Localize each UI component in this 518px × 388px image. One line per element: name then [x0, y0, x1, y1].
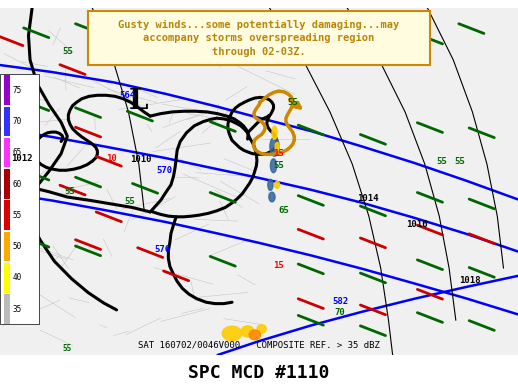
Text: 55: 55: [62, 47, 73, 55]
Text: 582: 582: [333, 297, 349, 306]
Text: SPC MCD #1110: SPC MCD #1110: [189, 364, 329, 382]
Text: 564: 564: [119, 91, 135, 100]
Ellipse shape: [270, 159, 277, 173]
Text: 576: 576: [154, 245, 170, 254]
Ellipse shape: [222, 326, 242, 341]
Bar: [4, 263, 10, 293]
Text: 1010: 1010: [130, 155, 152, 165]
Bar: [4, 169, 10, 199]
Text: 1012: 1012: [11, 154, 33, 163]
Ellipse shape: [257, 325, 266, 333]
Text: 10: 10: [106, 154, 117, 163]
Text: 65: 65: [13, 148, 22, 157]
Text: 70: 70: [13, 117, 22, 126]
Ellipse shape: [270, 137, 279, 156]
Text: L: L: [129, 88, 149, 115]
Ellipse shape: [268, 179, 273, 191]
Ellipse shape: [249, 330, 261, 340]
Text: 15: 15: [274, 261, 284, 270]
FancyBboxPatch shape: [88, 11, 430, 65]
Ellipse shape: [269, 192, 275, 202]
Text: SAT 160702/0046V000   COMPOSITE REF. > 35 dBZ: SAT 160702/0046V000 COMPOSITE REF. > 35 …: [138, 341, 380, 350]
Text: 40: 40: [13, 273, 22, 282]
Ellipse shape: [275, 182, 280, 188]
Bar: [0, 74, 39, 324]
Text: 55: 55: [124, 197, 135, 206]
Bar: [4, 294, 10, 324]
Text: 55: 55: [274, 161, 284, 170]
Text: 35: 35: [13, 305, 22, 314]
Bar: [4, 232, 10, 261]
Bar: [4, 107, 10, 136]
Bar: [4, 138, 10, 168]
Text: Gusty winds...some potentially damaging...may
accompany storms overspreading reg: Gusty winds...some potentially damaging.…: [119, 20, 399, 57]
Ellipse shape: [241, 326, 254, 337]
Text: 55: 55: [436, 157, 447, 166]
Bar: [4, 75, 10, 105]
Ellipse shape: [275, 142, 279, 151]
Ellipse shape: [272, 126, 277, 139]
Text: 55: 55: [65, 187, 75, 196]
Bar: [4, 200, 10, 230]
Text: 570: 570: [156, 166, 173, 175]
Text: 55: 55: [455, 157, 465, 166]
Text: 55: 55: [288, 99, 298, 107]
Text: 1016: 1016: [406, 220, 428, 229]
Text: 15: 15: [274, 149, 284, 158]
Text: 60: 60: [13, 180, 22, 189]
Text: 75: 75: [13, 86, 22, 95]
Text: 55: 55: [63, 344, 72, 353]
Text: 1018: 1018: [459, 276, 481, 285]
Text: 70: 70: [334, 308, 344, 317]
Text: 65: 65: [279, 206, 289, 215]
Text: 1014: 1014: [357, 194, 379, 203]
Text: 50: 50: [13, 242, 22, 251]
Text: 55: 55: [13, 211, 22, 220]
